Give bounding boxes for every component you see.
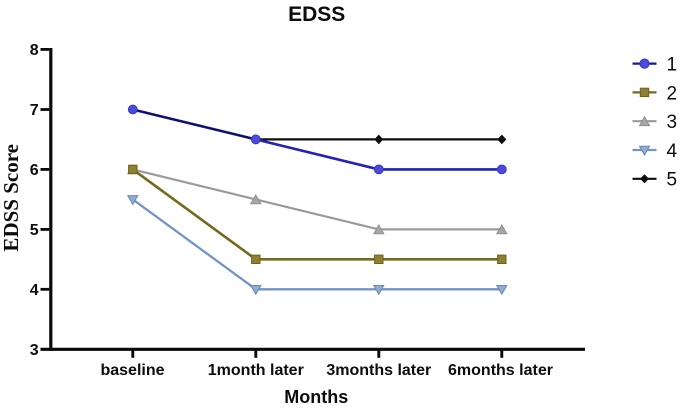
svg-text:6months later: 6months later <box>448 362 553 379</box>
svg-text:1: 1 <box>667 55 678 76</box>
svg-text:baseline: baseline <box>100 362 164 379</box>
svg-text:1month later: 1month later <box>208 362 304 379</box>
svg-text:8: 8 <box>30 42 39 59</box>
svg-text:3: 3 <box>30 342 39 359</box>
svg-text:Months: Months <box>284 387 348 407</box>
svg-text:6: 6 <box>30 162 39 179</box>
svg-text:5: 5 <box>30 222 39 239</box>
svg-text:EDSS Score: EDSS Score <box>0 144 23 252</box>
svg-text:3months later: 3months later <box>326 362 431 379</box>
svg-text:2: 2 <box>667 83 678 104</box>
svg-text:5: 5 <box>667 170 678 191</box>
svg-text:7: 7 <box>30 102 39 119</box>
svg-text:EDSS: EDSS <box>288 3 345 26</box>
svg-text:4: 4 <box>667 141 678 162</box>
svg-text:3: 3 <box>667 112 678 133</box>
svg-text:4: 4 <box>30 282 39 299</box>
